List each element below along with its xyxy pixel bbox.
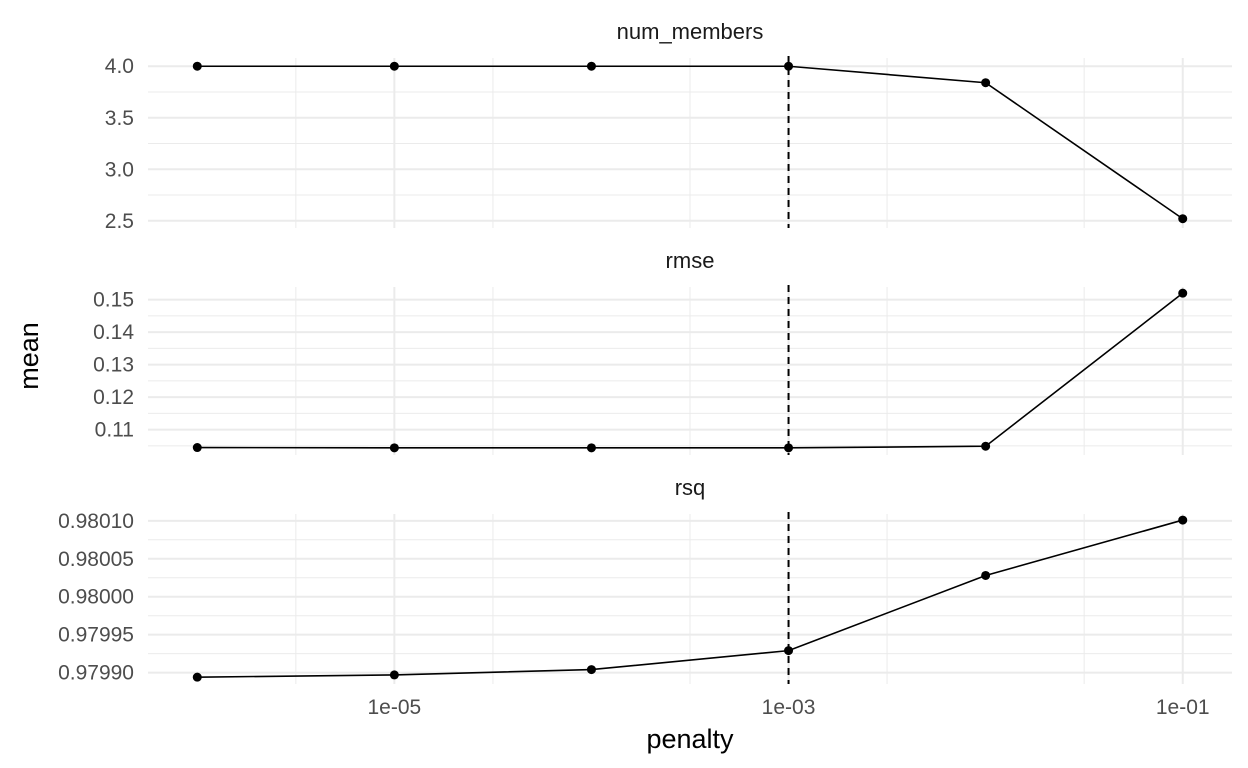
- data-point: [192, 443, 202, 453]
- data-point: [981, 78, 991, 88]
- y-tick-label: 0.12: [93, 386, 134, 409]
- y-tick-label: 0.15: [93, 289, 134, 312]
- y-tick-label: 0.97995: [58, 624, 134, 647]
- data-point: [1178, 214, 1188, 224]
- data-point: [784, 646, 794, 656]
- data-point: [389, 61, 399, 71]
- series-line: [197, 519, 1183, 678]
- data-point: [586, 61, 596, 71]
- data-point: [192, 61, 202, 71]
- data-point: [784, 443, 794, 453]
- x-tick-label: 1e-05: [368, 696, 422, 719]
- y-tick-label: 0.97990: [58, 662, 134, 685]
- y-axis-title: mean: [14, 322, 44, 390]
- y-tick-label: 2.5: [105, 210, 134, 233]
- facet-title: rmse: [666, 248, 715, 273]
- data-point: [586, 443, 596, 453]
- y-tick-label: 0.98010: [58, 510, 134, 533]
- facet-panel-num_members: num_members 2.5 3.0 3.5 4.0: [105, 19, 1232, 233]
- data-point: [389, 443, 399, 453]
- y-tick-label: 3.0: [105, 158, 134, 181]
- series-line: [197, 65, 1184, 220]
- y-tick-label: 0.14: [93, 321, 134, 344]
- y-tick-label: 0.98005: [58, 548, 134, 571]
- y-tick-label: 0.13: [93, 354, 134, 377]
- data-point: [1178, 515, 1188, 525]
- y-tick-label: 0.98000: [58, 586, 134, 609]
- x-tick-label: 1e-01: [1156, 696, 1210, 719]
- data-point: [192, 672, 202, 682]
- facet-title: num_members: [617, 19, 764, 44]
- x-tick-label: 1e-03: [762, 696, 816, 719]
- data-point: [981, 441, 991, 451]
- data-point: [389, 670, 399, 680]
- facet-panel-rmse: rmse 0.11 0.12 0.13 0.14 0.15: [93, 248, 1232, 455]
- data-point: [1178, 288, 1188, 298]
- x-axis-title: penalty: [646, 724, 734, 754]
- facet-title: rsq: [675, 475, 706, 500]
- series-line: [197, 292, 1184, 449]
- y-tick-label: 3.5: [105, 107, 134, 130]
- data-point: [784, 61, 794, 71]
- data-point: [981, 570, 991, 580]
- y-tick-label: 0.11: [95, 419, 134, 442]
- y-tick-label: 4.0: [105, 55, 134, 78]
- data-point: [586, 665, 596, 675]
- facet-panel-rsq: rsq 0.97990 0.97995 0.98000 0.98005 0.98010: [58, 475, 1232, 685]
